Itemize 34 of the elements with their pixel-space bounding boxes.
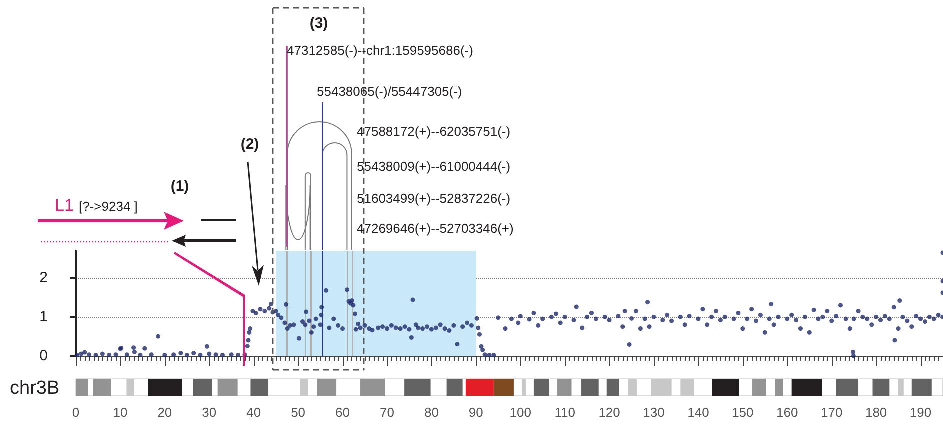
y-tick-label: 0: [40, 348, 48, 364]
text: 47269646(+)--52703346(+): [357, 221, 514, 236]
text: chr3B: [10, 378, 60, 399]
x-tick-label: 120: [598, 405, 620, 420]
y-tick-label: 1: [40, 308, 48, 326]
x-tick-label: 90: [468, 405, 484, 420]
text: (2): [240, 136, 260, 153]
x-tick-label: 110: [554, 405, 576, 420]
x-tick-label: 150: [732, 405, 754, 420]
text: L1: [55, 196, 74, 215]
x-tick-label: 60: [336, 405, 350, 420]
text: (1): [170, 178, 190, 195]
x-tick-label: 20: [158, 405, 172, 420]
text: 51603499(+)--52837226(-): [357, 191, 511, 206]
y-tick-label: 2: [40, 270, 48, 287]
x-tick-label: 0: [72, 405, 80, 420]
x-tick-label: 80: [424, 405, 439, 420]
text: 47588172(+)--62035751(-): [357, 124, 511, 139]
x-tick-label: 40: [246, 405, 262, 420]
text: (3): [310, 15, 328, 32]
x-tick-label: 70: [380, 405, 394, 420]
x-tick-label: 160: [776, 405, 798, 420]
x-tick-label: 130: [643, 405, 665, 420]
text: [?->9234 ]: [79, 199, 138, 214]
x-tick-label: 30: [202, 405, 217, 420]
x-tick-label: 190: [910, 405, 932, 420]
x-tick-label: 180: [865, 405, 888, 420]
x-tick-label: 140: [688, 405, 710, 420]
x-tick-label: 10: [113, 405, 128, 420]
x-tick-label: 170: [820, 405, 843, 420]
text: 55438009(+)--61000444(-): [357, 159, 511, 174]
x-tick-label: 50: [291, 405, 306, 420]
text: 55438065(-)/55447305(-): [317, 84, 462, 99]
x-tick-label: 100: [510, 405, 532, 420]
